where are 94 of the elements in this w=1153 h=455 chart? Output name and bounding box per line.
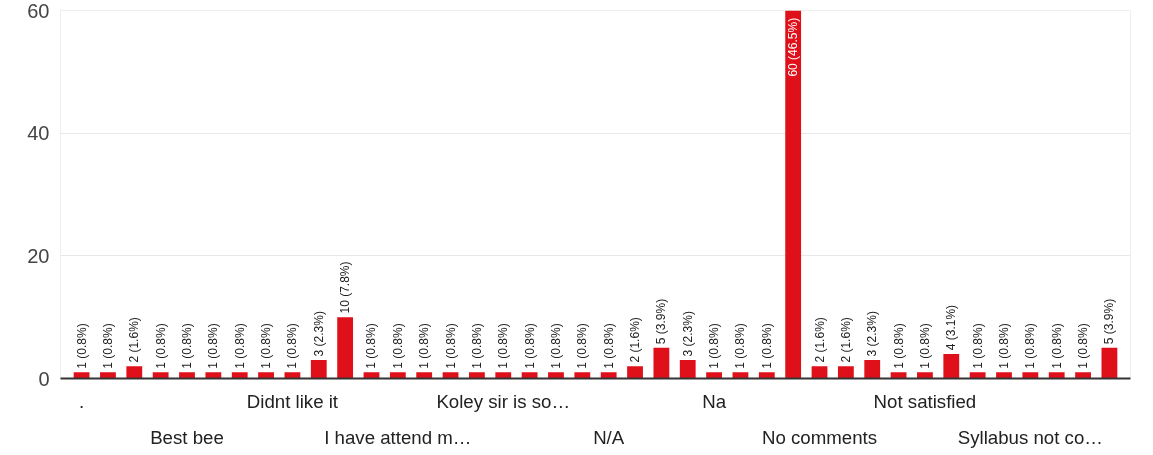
x-tick-label: Not satisfied bbox=[873, 390, 977, 412]
data-label: 1 (0.8%) bbox=[575, 323, 590, 369]
bar bbox=[864, 360, 881, 379]
x-tick-label: Best bee bbox=[150, 426, 224, 448]
bar bbox=[996, 372, 1012, 379]
bar bbox=[73, 372, 90, 379]
data-label: 1 (0.8%) bbox=[707, 323, 722, 369]
y-tick-label: 0 bbox=[38, 367, 50, 390]
bar bbox=[917, 372, 933, 379]
bar bbox=[943, 353, 960, 379]
data-label: 1 (0.8%) bbox=[417, 323, 432, 369]
bar bbox=[389, 372, 406, 379]
bar bbox=[574, 372, 591, 379]
data-label: 3 (2.3%) bbox=[311, 311, 326, 357]
data-label: 1 (0.8%) bbox=[1049, 323, 1064, 369]
data-label: 1 (0.8%) bbox=[285, 323, 300, 369]
data-label: 1 (0.8%) bbox=[180, 323, 194, 369]
bar bbox=[1101, 347, 1118, 379]
bar bbox=[284, 372, 301, 379]
bar bbox=[548, 372, 564, 379]
bar bbox=[1075, 372, 1091, 379]
x-tick-label: Syllabus not co… bbox=[957, 426, 1103, 448]
bar bbox=[521, 372, 538, 379]
data-label: 1 (0.8%) bbox=[917, 323, 932, 369]
x-tick-label: Na bbox=[702, 390, 727, 412]
data-label: 5 (3.9%) bbox=[1102, 298, 1117, 345]
bar bbox=[126, 366, 143, 379]
bar bbox=[758, 372, 775, 379]
data-label: 2 (1.6%) bbox=[812, 317, 827, 363]
data-label: 2 (1.6%) bbox=[838, 317, 853, 363]
data-label: 1 (0.8%) bbox=[1023, 323, 1038, 369]
data-label: 60 (46.5%) bbox=[786, 17, 801, 77]
bar bbox=[495, 372, 512, 379]
data-label: 1 (0.8%) bbox=[153, 323, 168, 369]
data-label: 1 (0.8%) bbox=[970, 323, 985, 369]
y-tick-label: 40 bbox=[27, 122, 50, 145]
x-tick-label: I have attend m… bbox=[324, 426, 472, 448]
data-label: 1 (0.8%) bbox=[891, 323, 906, 369]
y-tick-label: 60 bbox=[27, 0, 50, 22]
bar bbox=[811, 366, 828, 379]
bar bbox=[337, 317, 354, 379]
data-label: 1 (0.8%) bbox=[390, 323, 405, 369]
data-label: 2 (1.6%) bbox=[127, 317, 142, 363]
data-label: 1 (0.8%) bbox=[469, 323, 484, 369]
bar bbox=[469, 372, 485, 379]
bar bbox=[1022, 372, 1039, 379]
data-label: 3 (2.3%) bbox=[680, 311, 695, 357]
data-label: 1 (0.8%) bbox=[259, 323, 274, 369]
data-label: 5 (3.9%) bbox=[654, 298, 669, 345]
x-tick-label: . bbox=[78, 390, 85, 412]
data-label: 1 (0.8%) bbox=[364, 323, 379, 369]
bar bbox=[179, 372, 195, 379]
bar bbox=[679, 360, 696, 379]
data-label: 1 (0.8%) bbox=[522, 323, 537, 369]
data-label: 4 (3.1%) bbox=[944, 304, 959, 351]
bar bbox=[653, 347, 670, 379]
bar bbox=[100, 372, 116, 379]
data-label: 1 (0.8%) bbox=[232, 323, 247, 369]
y-tick-label: 20 bbox=[27, 244, 50, 267]
data-label: 1 (0.8%) bbox=[733, 323, 748, 369]
bar bbox=[416, 372, 433, 379]
bar bbox=[152, 372, 169, 379]
data-label: 1 (0.8%) bbox=[997, 323, 1011, 369]
x-tick-label: Koley sir is so… bbox=[436, 390, 571, 412]
data-label: 2 (1.6%) bbox=[628, 317, 643, 363]
data-label: 1 (0.8%) bbox=[548, 323, 563, 369]
bar bbox=[442, 372, 459, 379]
data-label: 1 (0.8%) bbox=[496, 323, 511, 369]
bar bbox=[231, 372, 248, 379]
bar bbox=[258, 372, 274, 379]
bar bbox=[732, 372, 749, 379]
bar bbox=[706, 372, 722, 379]
data-label: 3 (2.3%) bbox=[865, 311, 880, 357]
bar bbox=[969, 372, 986, 379]
data-label: 1 (0.8%) bbox=[601, 323, 616, 369]
bar bbox=[205, 372, 222, 379]
data-label: 1 (0.8%) bbox=[74, 323, 89, 369]
bar bbox=[600, 372, 617, 379]
x-tick-label: Didnt like it bbox=[246, 390, 339, 412]
x-tick-label: N/A bbox=[593, 426, 625, 448]
data-label: 10 (7.8%) bbox=[338, 261, 353, 314]
bar bbox=[785, 10, 802, 379]
data-label: 1 (0.8%) bbox=[759, 323, 774, 369]
bar bbox=[837, 366, 854, 379]
data-label: 1 (0.8%) bbox=[100, 323, 115, 369]
bar bbox=[1048, 372, 1065, 379]
data-label: 1 (0.8%) bbox=[1076, 323, 1091, 369]
bar bbox=[363, 372, 380, 379]
bar bbox=[627, 366, 643, 379]
x-tick-label: No comments bbox=[761, 426, 878, 448]
bar bbox=[890, 372, 907, 379]
data-label: 1 (0.8%) bbox=[206, 323, 221, 369]
bar bbox=[310, 360, 327, 379]
data-label: 1 (0.8%) bbox=[443, 323, 458, 369]
